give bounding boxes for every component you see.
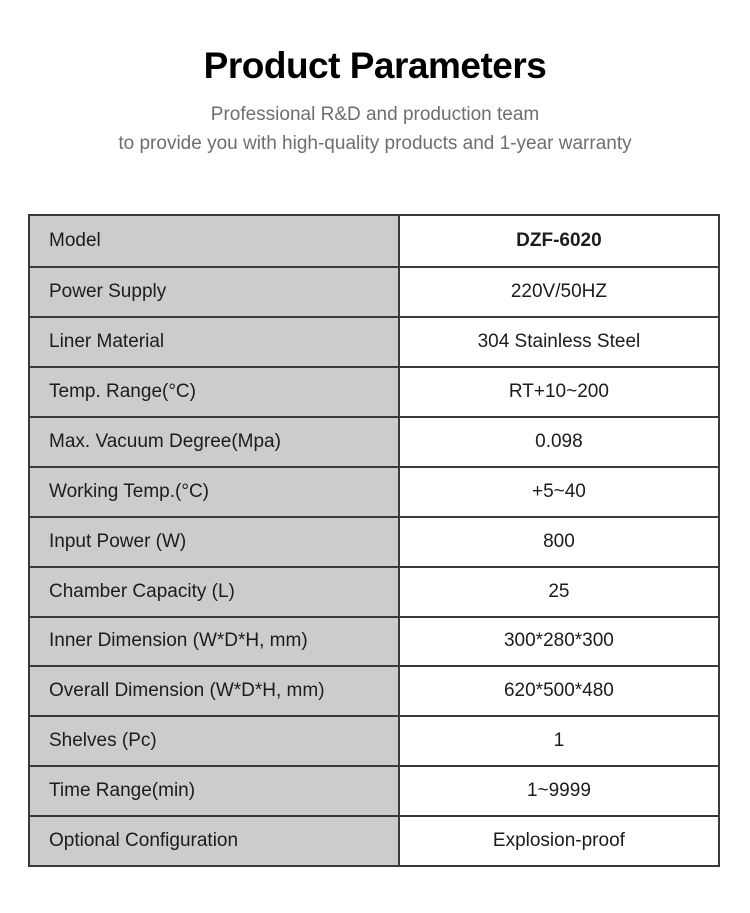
param-value: 1~9999 [399, 767, 718, 816]
table-row: Model DZF-6020 [30, 216, 718, 267]
param-value: 620*500*480 [399, 667, 718, 716]
spec-table: Model DZF-6020 Power Supply 220V/50HZ Li… [28, 214, 720, 867]
param-label: Max. Vacuum Degree(Mpa) [30, 417, 400, 466]
param-label: Working Temp.(°C) [30, 467, 400, 516]
table-row: Power Supply 220V/50HZ [30, 266, 718, 317]
subtitle: Professional R&D and production team to … [0, 100, 750, 158]
table-row: Optional Configuration Explosion-proof [30, 815, 718, 865]
param-label: Liner Material [30, 318, 400, 367]
param-label: Input Power (W) [30, 517, 400, 566]
param-label: Inner Dimension (W*D*H, mm) [30, 617, 400, 666]
table-row: Shelves (Pc) 1 [30, 715, 718, 766]
subtitle-line-2: to provide you with high-quality product… [118, 133, 632, 155]
param-label: Temp. Range(°C) [30, 368, 400, 416]
param-label: Shelves (Pc) [30, 717, 400, 766]
param-value: DZF-6020 [399, 216, 718, 267]
param-label: Model [30, 216, 400, 267]
table-row: Max. Vacuum Degree(Mpa) 0.098 [30, 415, 718, 466]
param-label: Power Supply [30, 268, 400, 317]
param-value: 220V/50HZ [399, 268, 718, 317]
header: Product Parameters Professional R&D and … [0, 0, 750, 158]
table-row: Inner Dimension (W*D*H, mm) 300*280*300 [30, 615, 718, 666]
table-row: Input Power (W) 800 [30, 515, 718, 566]
param-value: RT+10~200 [399, 368, 718, 416]
param-label: Chamber Capacity (L) [30, 567, 400, 616]
page-title: Product Parameters [203, 45, 547, 86]
table-row: Chamber Capacity (L) 25 [30, 565, 718, 616]
param-label: Optional Configuration [30, 817, 400, 865]
param-value: 0.098 [399, 417, 718, 466]
param-value: 1 [399, 717, 718, 766]
param-value: 300*280*300 [399, 617, 718, 666]
param-value: Explosion-proof [399, 817, 718, 865]
table-row: Temp. Range(°C) RT+10~200 [30, 366, 718, 416]
param-label: Overall Dimension (W*D*H, mm) [30, 667, 400, 716]
table-row: Liner Material 304 Stainless Steel [30, 316, 718, 367]
param-value: +5~40 [399, 467, 718, 516]
table-row: Overall Dimension (W*D*H, mm) 620*500*48… [30, 665, 718, 716]
subtitle-line-1: Professional R&D and production team [210, 104, 540, 126]
table-row: Working Temp.(°C) +5~40 [30, 465, 718, 516]
param-value: 304 Stainless Steel [399, 318, 718, 367]
table-row: Time Range(min) 1~9999 [30, 765, 718, 816]
param-value: 800 [399, 517, 718, 566]
param-label: Time Range(min) [30, 767, 400, 816]
param-value: 25 [399, 567, 718, 616]
